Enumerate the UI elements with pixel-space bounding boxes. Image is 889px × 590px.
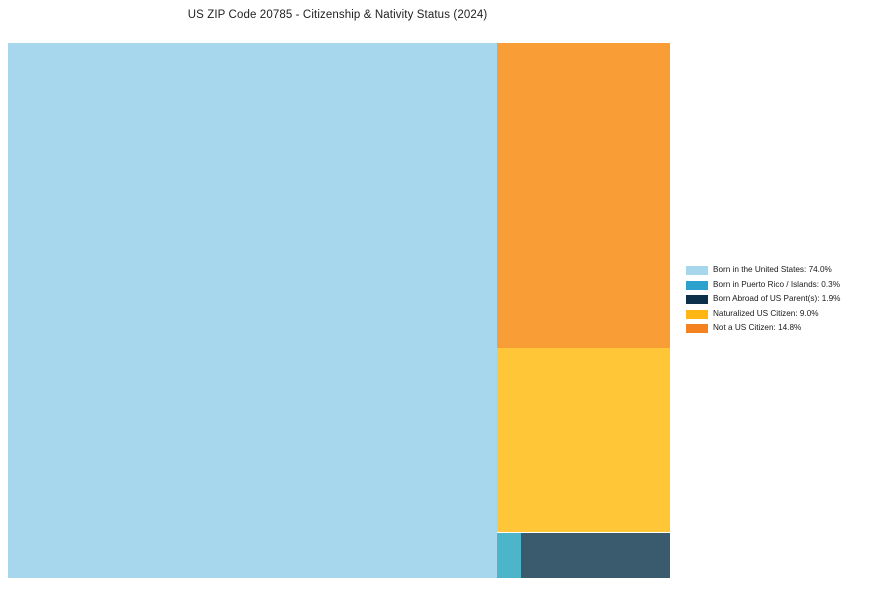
legend-item[interactable]: Born in the United States: 74.0% — [686, 264, 881, 279]
legend-item-label: Born Abroad of US Parent(s): 1.9% — [713, 294, 841, 303]
legend-item[interactable]: Naturalized US Citizen: 9.0% — [686, 308, 881, 323]
legend-item-label: Born in the United States: 74.0% — [713, 265, 832, 274]
treemap-tile[interactable] — [497, 43, 670, 348]
treemap-tile[interactable] — [497, 533, 521, 578]
legend-swatch-icon — [686, 266, 708, 275]
treemap-tile[interactable] — [497, 348, 670, 532]
legend-swatch-icon — [686, 309, 708, 319]
legend-item[interactable]: Not a US Citizen: 14.8% — [686, 322, 881, 337]
legend-item[interactable]: Born Abroad of US Parent(s): 1.9% — [686, 293, 881, 308]
treemap-tile[interactable] — [521, 533, 670, 578]
treemap-plot-area — [8, 43, 670, 578]
legend-item-label: Naturalized US Citizen: 9.0% — [713, 308, 819, 318]
legend-swatch-icon — [686, 280, 708, 290]
legend-item[interactable]: Born in Puerto Rico / Islands: 0.3% — [686, 279, 881, 294]
legend-swatch-icon — [686, 324, 708, 333]
chart-title: US ZIP Code 20785 - Citizenship & Nativi… — [187, 9, 488, 21]
chart-legend: Born in the United States: 74.0% Born in … — [686, 264, 881, 354]
legend-item-label: Born in Puerto Rico / Islands: 0.3% — [713, 279, 840, 289]
legend-swatch-icon — [686, 295, 708, 304]
legend-item-label: Not a US Citizen: 14.8% — [713, 323, 802, 332]
treemap-tile[interactable] — [8, 43, 497, 578]
